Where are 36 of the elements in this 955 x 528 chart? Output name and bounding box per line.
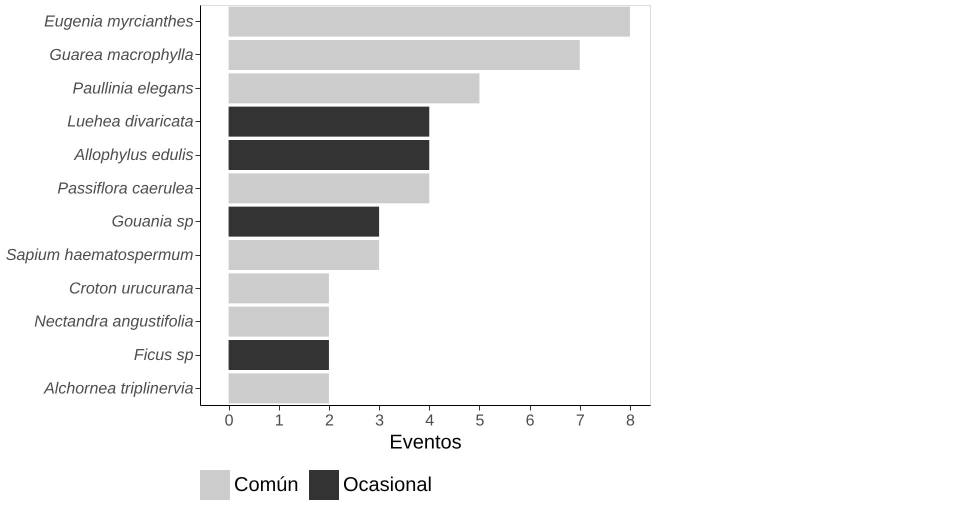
x-tick-label: 1 [274, 412, 284, 430]
bar [228, 106, 430, 137]
bar [228, 140, 430, 170]
bar [228, 6, 630, 37]
y-tick-label: Guarea macrophylla [49, 47, 194, 64]
legend-label: Común [234, 474, 298, 496]
bar [228, 206, 380, 237]
bar [228, 40, 580, 70]
bar [228, 373, 329, 404]
x-tick-label: 2 [324, 412, 334, 430]
x-tick-label: 5 [475, 412, 484, 430]
legend-label: Ocasional [343, 474, 432, 496]
y-tick-label: Eugenia myrcianthes [44, 14, 194, 31]
bar [228, 73, 480, 104]
bar [228, 306, 329, 337]
y-tick-label: Allophylus edulis [73, 147, 194, 164]
bar [228, 173, 430, 204]
bar [228, 273, 329, 304]
y-tick-label: Ficus sp [134, 347, 194, 364]
y-tick-label: Alchornea triplinervia [43, 380, 194, 398]
x-tick-label: 3 [375, 412, 384, 430]
x-tick-label: 6 [526, 412, 535, 430]
x-tick-label: 4 [425, 412, 434, 430]
y-tick-label: Croton urucurana [68, 280, 194, 298]
y-tick-label: Gouania sp [112, 214, 194, 231]
x-tick-label: 0 [224, 412, 234, 430]
y-tick-label: Passiflora caerulea [57, 180, 194, 198]
x-tick-label: 7 [576, 412, 585, 430]
x-axis-title: Eventos [389, 432, 462, 454]
y-tick-label: Nectandra angustifolia [34, 314, 194, 331]
y-tick-label: Paullinia elegans [72, 80, 194, 98]
bar [228, 340, 329, 370]
x-tick-label: 8 [626, 412, 635, 430]
bar [228, 240, 380, 270]
y-tick-label: Sapium haematospermum [6, 247, 194, 264]
y-tick-label: Luehea divaricata [67, 114, 194, 131]
